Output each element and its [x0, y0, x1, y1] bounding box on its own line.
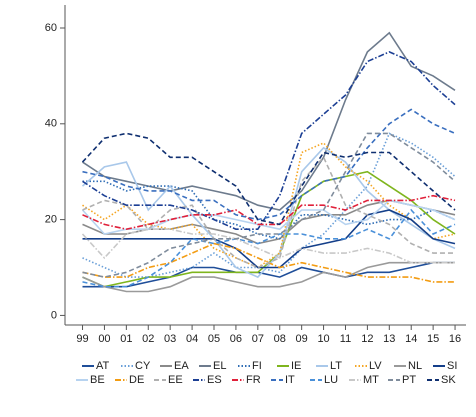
x-tick-label: 09 — [296, 333, 308, 345]
x-tick-label: 00 — [98, 333, 110, 345]
legend-label: NL — [408, 360, 422, 372]
legend-label: MT — [363, 374, 379, 386]
series-line — [81, 132, 456, 226]
legend-label: DE — [129, 374, 144, 386]
legend-label: SI — [447, 360, 457, 372]
x-tick-label: 11 — [340, 333, 351, 345]
legend-label: IT — [285, 374, 295, 386]
series-line — [82, 209, 456, 269]
x-tick-label: 01 — [120, 333, 132, 345]
x-tick-label: 12 — [361, 333, 373, 345]
x-tick-label: 10 — [317, 333, 329, 345]
series-line — [81, 228, 455, 264]
x-tick-label: 16 — [449, 333, 461, 345]
series-line — [82, 208, 456, 288]
x-tick-label: 13 — [383, 333, 395, 345]
legend-label: FI — [252, 360, 262, 372]
legend-label: LU — [324, 374, 338, 386]
x-tick-label: 07 — [252, 333, 264, 345]
legend-label: SK — [441, 374, 456, 386]
legend-label: AT — [96, 360, 110, 372]
legend-label: PT — [402, 374, 416, 386]
legend-label: BE — [90, 374, 105, 386]
x-tick-label: 02 — [142, 333, 154, 345]
legend-label: FR — [246, 374, 261, 386]
legend-label: IE — [291, 360, 301, 372]
series-line — [82, 108, 456, 221]
x-tick-label: 14 — [405, 333, 417, 345]
legend-label: LV — [369, 360, 382, 372]
y-tick-label: 60 — [45, 22, 57, 34]
series-line — [82, 261, 455, 288]
x-tick-label: 05 — [208, 333, 220, 345]
series-line — [82, 261, 455, 293]
series-line — [82, 142, 456, 269]
y-tick-label: 40 — [45, 118, 57, 130]
legend-label: LT — [330, 360, 342, 372]
legend-label: EE — [168, 374, 183, 386]
x-tick-label: 08 — [274, 333, 286, 345]
y-tick-label: 0 — [51, 309, 57, 321]
x-tick-label: 03 — [164, 333, 176, 345]
series-line — [82, 51, 456, 230]
x-tick-label: 15 — [427, 333, 439, 345]
x-tick-label: 06 — [230, 333, 242, 345]
legend-label: EL — [213, 360, 226, 372]
series-line — [82, 132, 456, 278]
legend-label: ES — [207, 374, 222, 386]
series-line — [82, 155, 455, 269]
y-tick-label: 20 — [45, 214, 57, 226]
x-tick-label: 04 — [186, 333, 198, 345]
series-line — [82, 31, 456, 211]
x-tick-label: 99 — [76, 333, 88, 345]
legend-label: EA — [174, 360, 189, 372]
legend-label: CY — [135, 360, 151, 372]
